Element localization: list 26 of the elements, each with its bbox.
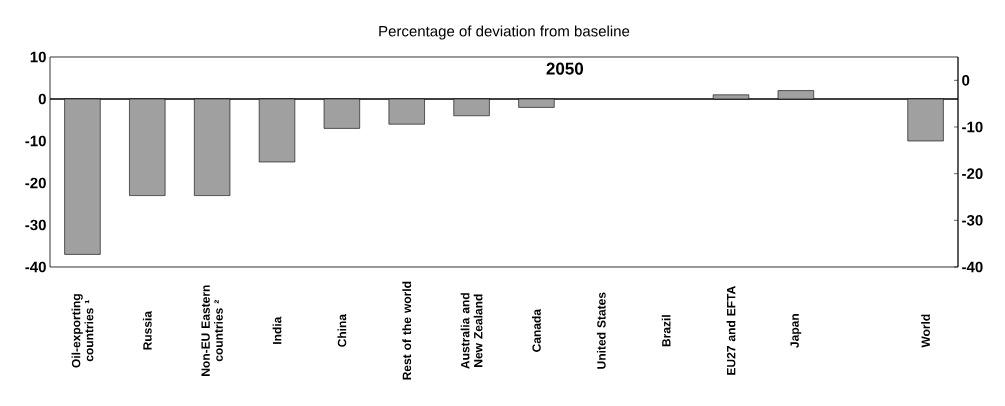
y2-tick-label: 0 xyxy=(962,75,970,86)
y-tick-label: 10 xyxy=(30,51,46,63)
y2-tick-label: -20 xyxy=(962,168,983,179)
y-tick-label: 0 xyxy=(38,93,46,105)
chart-title: Percentage of deviation from baseline xyxy=(379,25,630,40)
x-tick-label: Oil-exporting countries ¹ xyxy=(71,294,94,368)
x-tick-label: Brazil xyxy=(661,315,671,347)
x-tick-label: United States xyxy=(596,292,606,369)
y2-tick-label: -40 xyxy=(962,261,983,273)
y2-tick-label: -30 xyxy=(962,215,983,226)
x-tick-label: India xyxy=(272,316,282,344)
x-tick-label: Rest of the world xyxy=(402,281,412,380)
x-tick-label: Non-EU Eastern countries ² xyxy=(201,285,223,376)
x-tick-label: Australia and New Zealand xyxy=(460,293,483,369)
x-tick-label: China xyxy=(337,313,347,347)
y-tick-label: -20 xyxy=(25,177,46,189)
annotation: 2050 xyxy=(546,62,584,75)
x-tick-label: Russia xyxy=(142,310,152,350)
x-tick-label: World xyxy=(921,314,930,348)
y2-tick-label: -10 xyxy=(962,121,983,133)
y-tick-label: -30 xyxy=(25,219,46,231)
x-tick-label: Japan xyxy=(790,314,802,348)
y-tick-label: -40 xyxy=(25,261,46,273)
x-tick-label: Canada xyxy=(532,308,541,352)
x-tick-label: EU27 and EFTA xyxy=(726,286,736,375)
y-tick-label: -10 xyxy=(25,135,46,147)
